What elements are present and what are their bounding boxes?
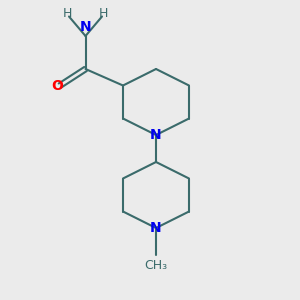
Text: O: O xyxy=(51,79,63,92)
Text: H: H xyxy=(63,7,72,20)
Text: CH₃: CH₃ xyxy=(144,259,168,272)
Text: N: N xyxy=(150,128,162,142)
Text: N: N xyxy=(80,20,91,34)
Text: N: N xyxy=(150,221,162,235)
Text: H: H xyxy=(99,7,108,20)
